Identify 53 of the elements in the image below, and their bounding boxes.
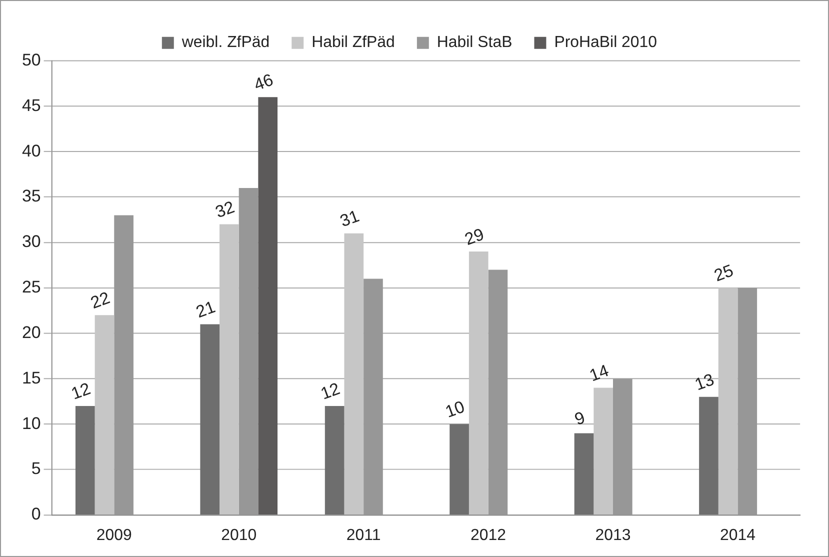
data-label: 12 [68, 379, 93, 404]
bar [488, 270, 508, 514]
bar [450, 424, 469, 514]
y-tick-label: 20 [22, 322, 41, 342]
legend-label: Habil StaB [436, 34, 512, 52]
x-tick-label: 2010 [221, 526, 257, 544]
y-tick-label: 5 [31, 459, 41, 478]
y-tick-label: 50 [22, 50, 41, 70]
x-tick-label: 2011 [346, 526, 381, 544]
data-label: 31 [338, 206, 362, 231]
bar [200, 324, 220, 514]
y-tick-label: 30 [22, 232, 41, 252]
legend-label: ProHaBil 2010 [554, 34, 658, 52]
y-tick-label: 40 [22, 141, 41, 160]
data-label: 32 [212, 197, 238, 222]
data-label: 25 [712, 261, 736, 286]
bar [468, 252, 488, 514]
data-label: 22 [88, 288, 112, 313]
data-label: 46 [251, 70, 276, 95]
x-tick-label: 2009 [96, 526, 132, 544]
bar [75, 406, 95, 514]
bar [574, 433, 594, 514]
x-tick-label: 2014 [720, 526, 756, 544]
data-label: 21 [193, 297, 218, 322]
y-tick-label: 25 [22, 278, 41, 297]
legend-label: Habil ZfPäd [312, 34, 395, 52]
data-label: 14 [586, 360, 612, 386]
bar [94, 315, 114, 514]
bar [324, 406, 344, 514]
x-tick-label: 2013 [595, 526, 631, 544]
y-tick-label: 35 [22, 186, 41, 206]
bar [612, 378, 632, 514]
x-tick-label: 2012 [470, 526, 506, 544]
data-label: 12 [318, 379, 342, 404]
y-tick-label: 15 [22, 368, 41, 388]
bar [220, 224, 239, 514]
bar [738, 288, 758, 514]
bar [258, 97, 278, 514]
bar [699, 396, 718, 514]
bar [364, 278, 383, 514]
y-tick-label: 0 [31, 504, 41, 524]
bar [594, 388, 613, 514]
bar [344, 233, 364, 514]
data-label: 29 [462, 224, 486, 249]
data-label: 10 [442, 397, 468, 422]
legend-label: weibl. ZfPäd [180, 34, 270, 52]
bar [238, 188, 258, 514]
bar [718, 288, 738, 514]
y-tick-label: 45 [22, 96, 41, 115]
bar [114, 215, 134, 514]
data-label: 13 [692, 370, 717, 394]
data-label: 9 [572, 408, 588, 430]
y-tick-label: 10 [22, 414, 41, 433]
